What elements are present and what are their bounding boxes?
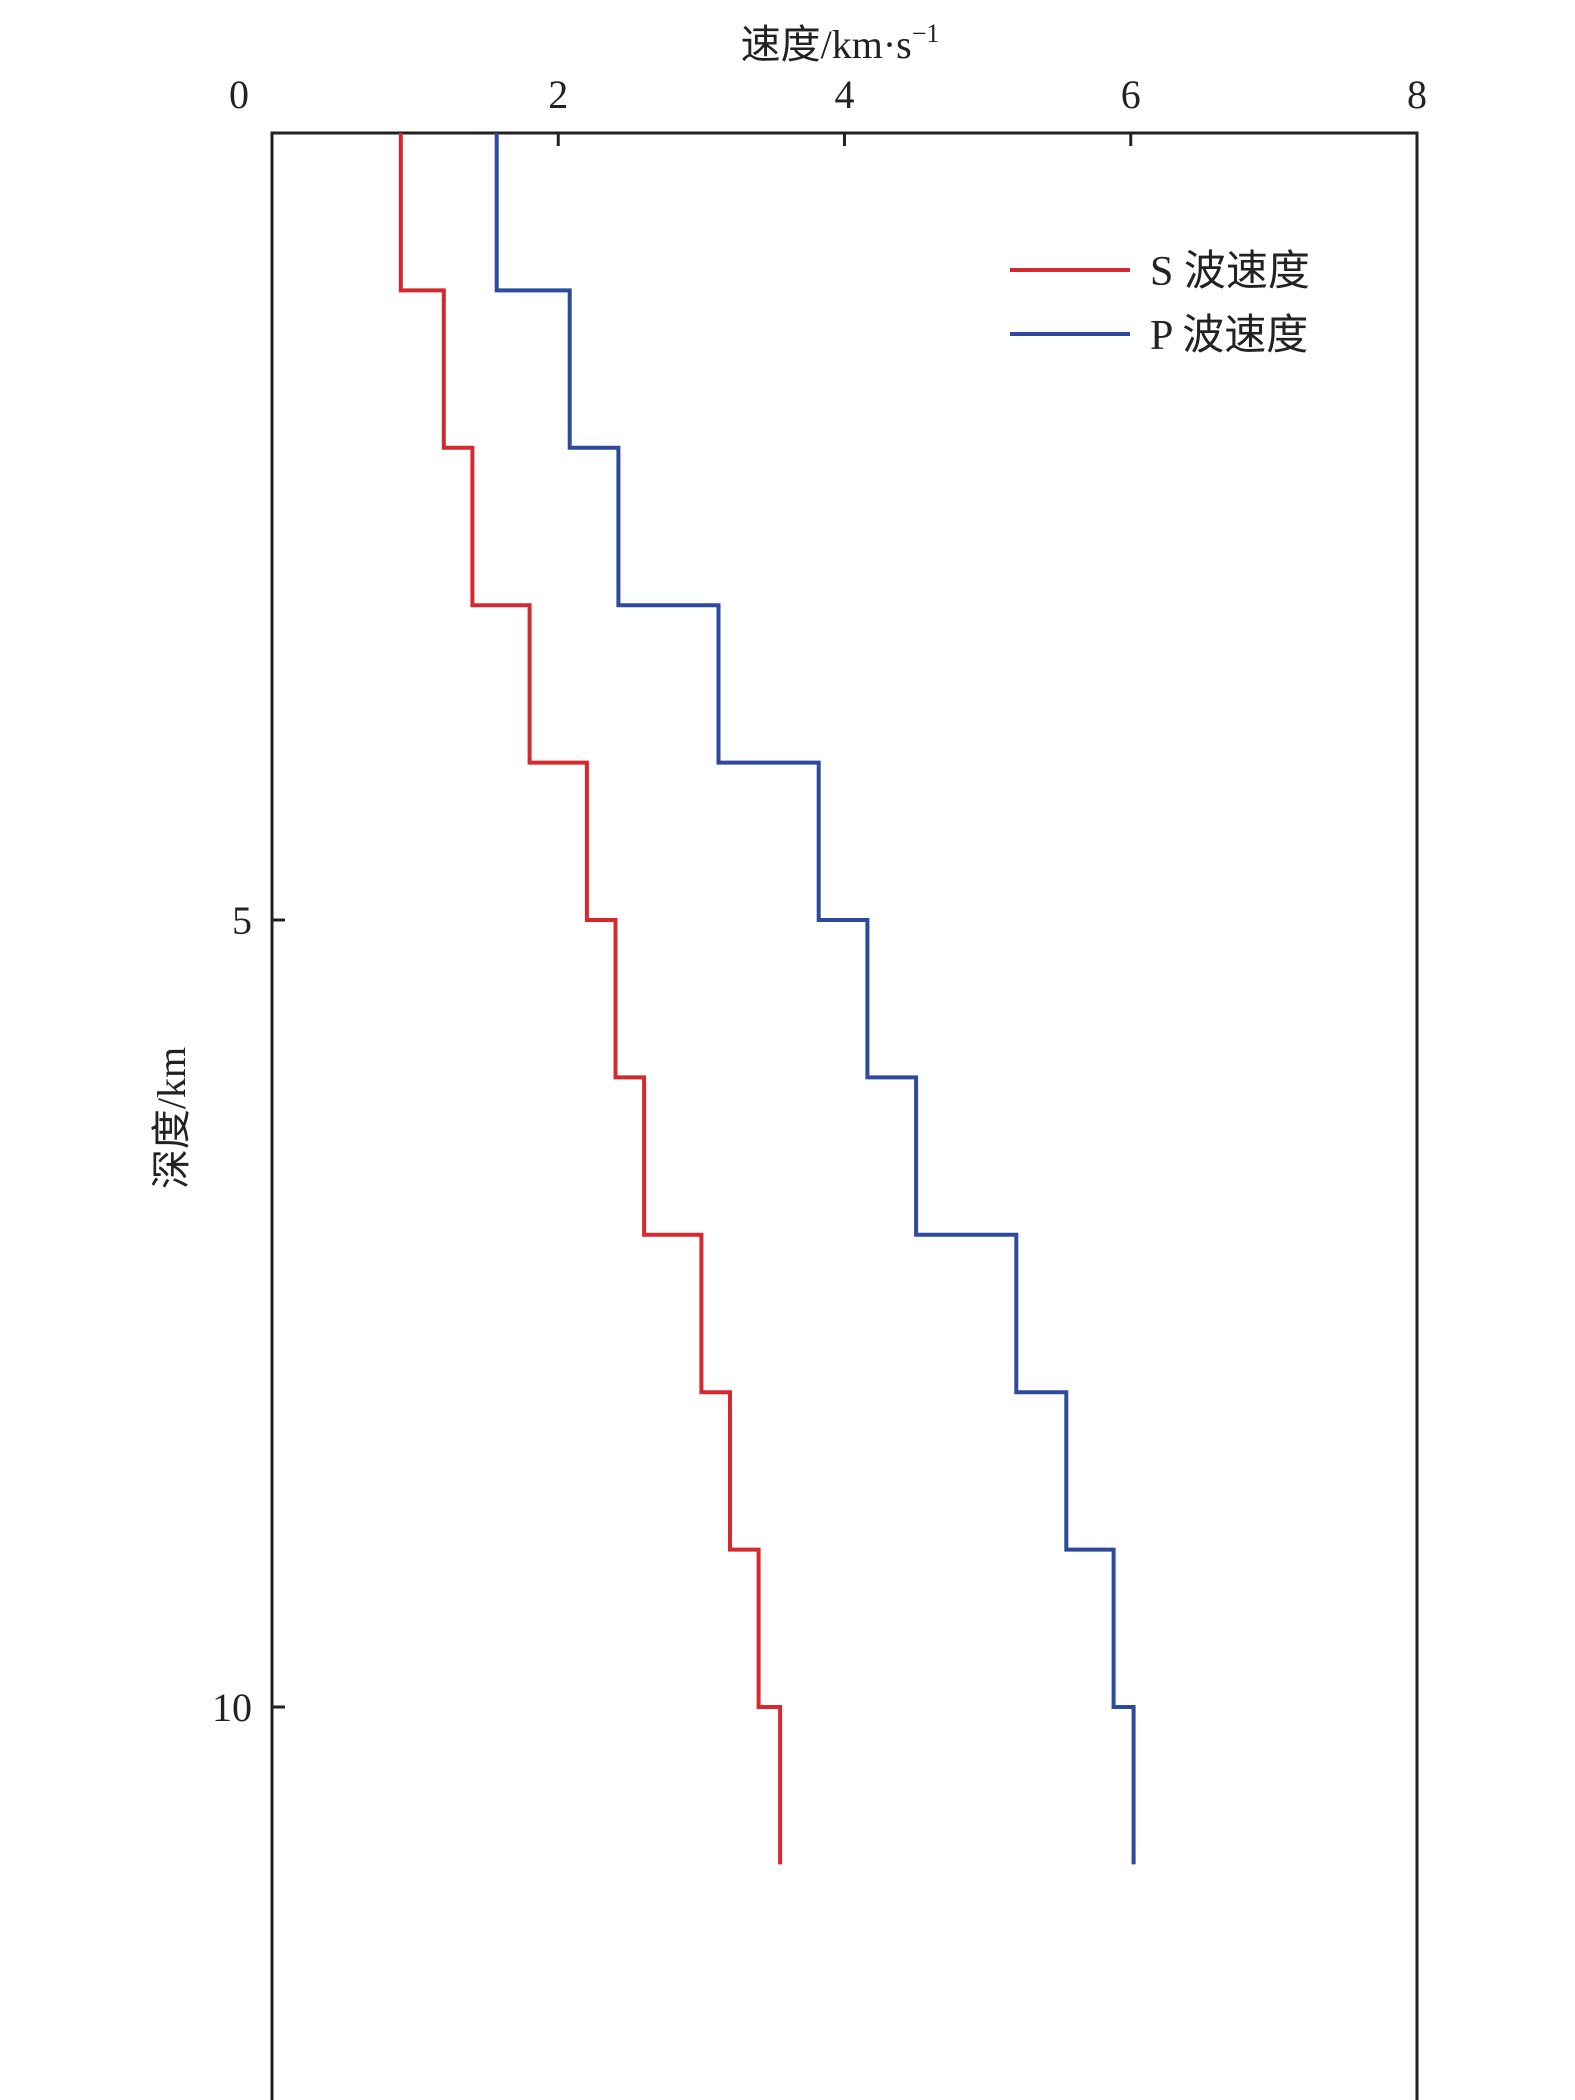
x-tick-label: 8 bbox=[1407, 72, 1427, 117]
y-tick-label: 5 bbox=[232, 898, 252, 943]
x-axis-title-text: 速度/km·s bbox=[741, 22, 912, 67]
x-tick-label: 2 bbox=[548, 72, 568, 117]
axis-ticks: 0 2 4 6 8 5 10 bbox=[212, 72, 1427, 1730]
p-wave-velocity-line bbox=[494, 133, 1136, 1865]
legend-label-s-wave: S 波速度 bbox=[1150, 249, 1310, 295]
legend-label-p-wave: P 波速度 bbox=[1150, 313, 1308, 359]
y-tick-label: 10 bbox=[212, 1685, 252, 1730]
series-layer bbox=[398, 133, 1136, 1865]
x-tick-label: 4 bbox=[835, 72, 855, 117]
s-wave-velocity-line bbox=[398, 133, 783, 1865]
x-axis-title: 速度/km·s−1 bbox=[741, 19, 940, 67]
x-tick-label: 6 bbox=[1121, 72, 1141, 117]
y-axis-title: 深度/km bbox=[149, 1047, 194, 1189]
x-tick-label: 0 bbox=[229, 72, 249, 117]
x-axis-title-superscript: −1 bbox=[912, 19, 940, 48]
legend: S 波速度 P 波速度 bbox=[1010, 249, 1310, 359]
